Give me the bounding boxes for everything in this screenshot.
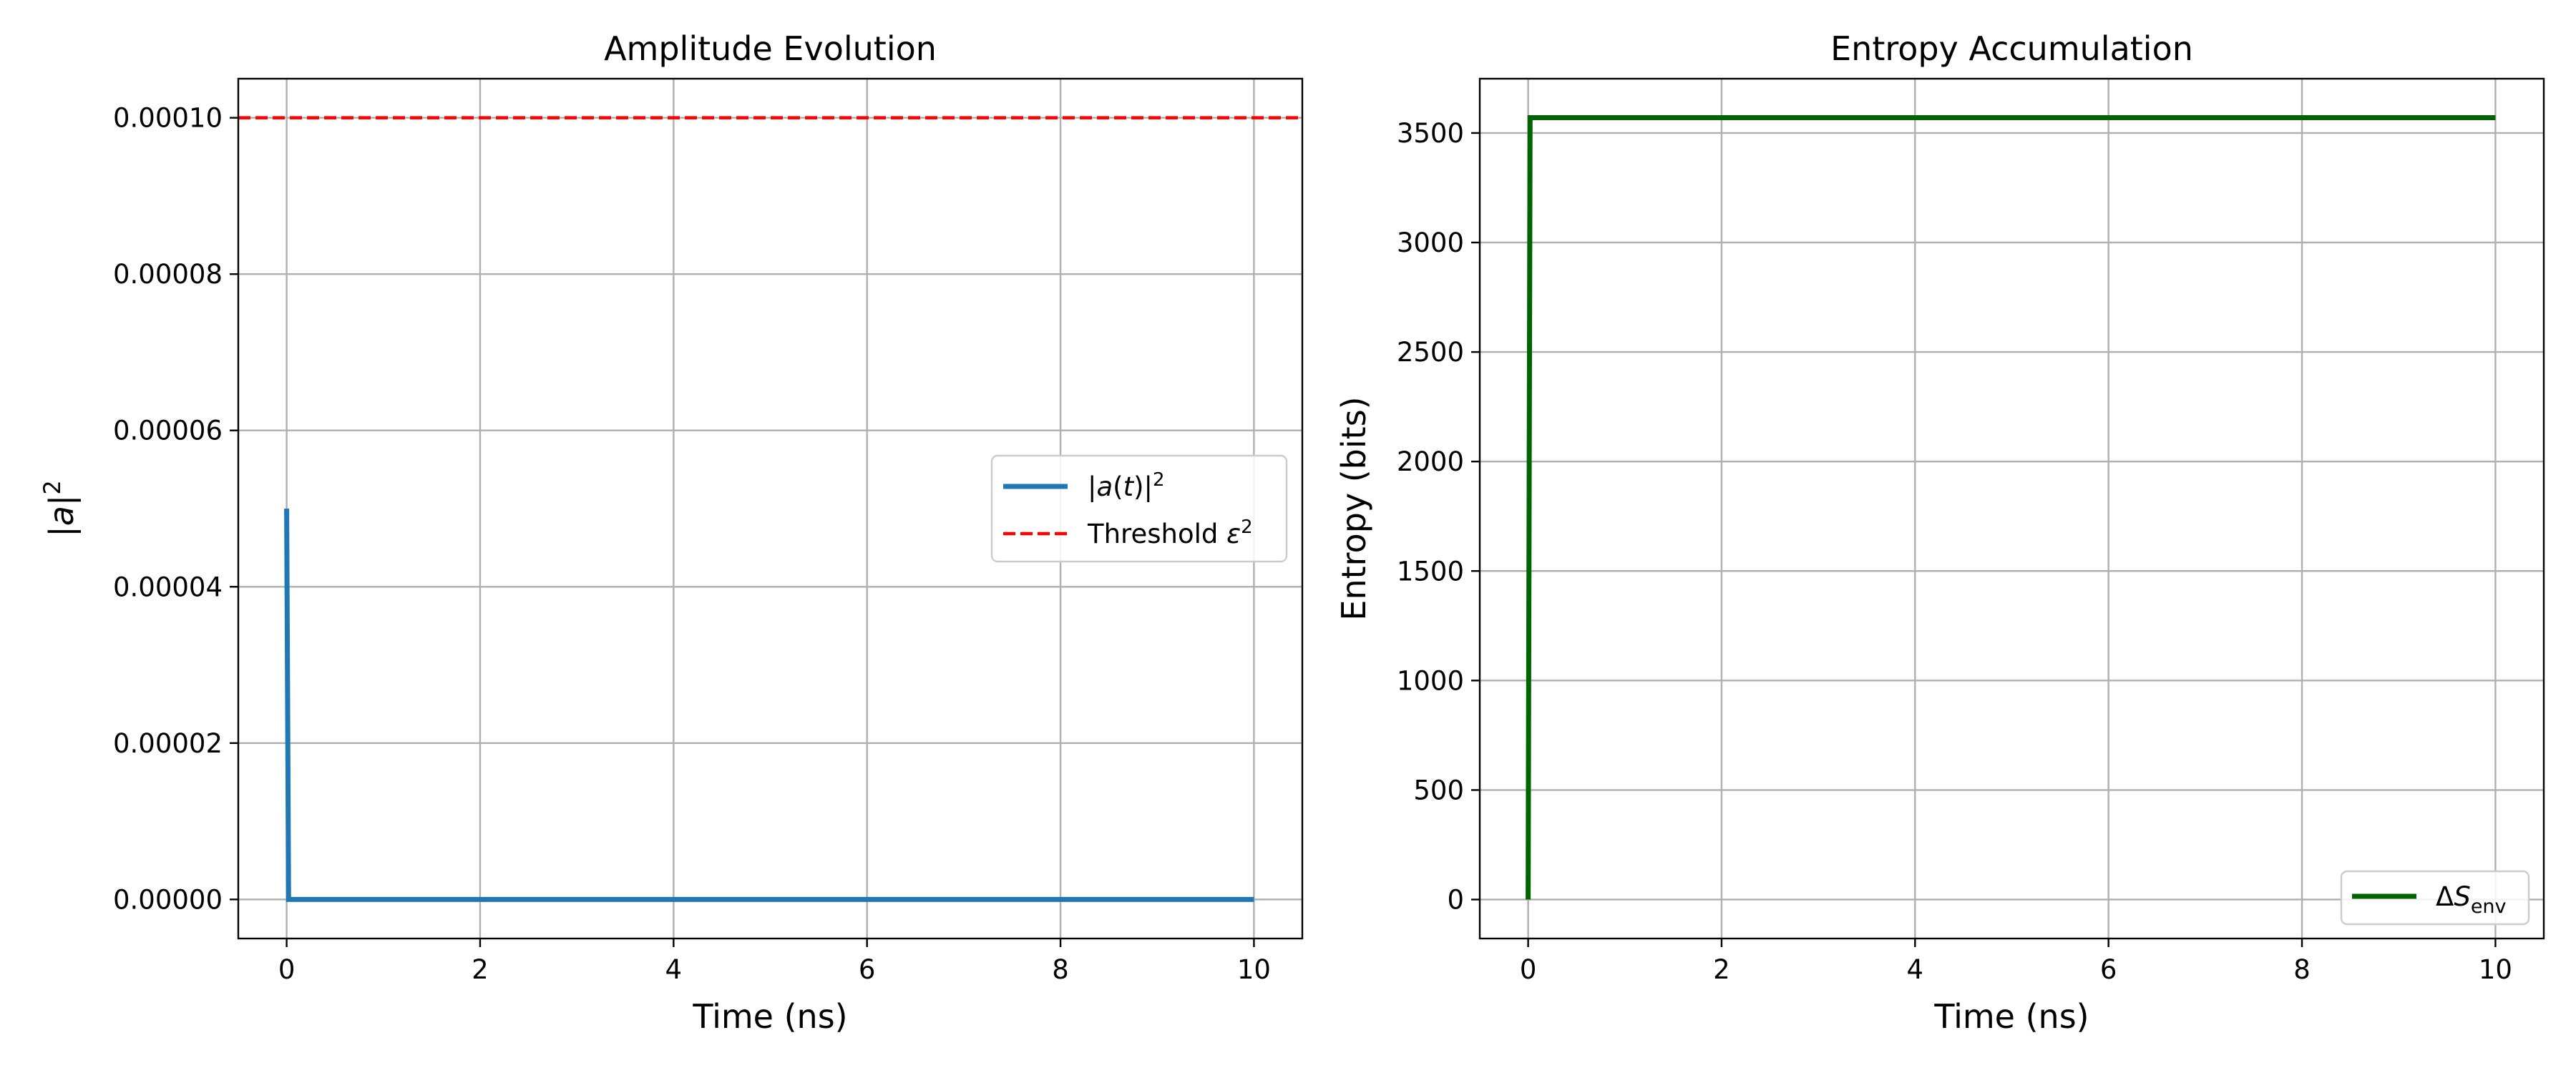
x-tick-label: 0 — [1520, 954, 1537, 985]
axes-frame — [1478, 77, 2545, 940]
x-tick-label: 6 — [859, 954, 876, 985]
x-tick-label: 2 — [472, 954, 489, 985]
y-tick-label: 0.00008 — [113, 259, 223, 290]
y-tick-label: 0.00004 — [113, 572, 223, 602]
x-tick-label: 10 — [2479, 954, 2512, 985]
legend-label-threshold: Threshold ε2 — [1087, 516, 1253, 549]
x-tick-label: 4 — [1907, 954, 1924, 985]
legend-label-entropy: ΔSenv — [2436, 881, 2507, 918]
x-tick-label: 8 — [2293, 954, 2311, 985]
y-tick-label: 3000 — [1397, 227, 1464, 258]
x-tick-label: 6 — [2100, 954, 2117, 985]
x-tick-label: 4 — [665, 954, 683, 985]
y-tick-label: 500 — [1413, 775, 1464, 805]
y-tick-label: 0.00010 — [113, 103, 223, 134]
y-tick-label: 0.00000 — [113, 884, 223, 915]
chart-title: Entropy Accumulation — [1830, 29, 2193, 68]
chart-panel-1: 0 2 4 6 8 10 0.00000 0.00002 0.00004 0.00006 0.000… — [39, 29, 1304, 1036]
y-tick-label: 1500 — [1397, 556, 1464, 587]
y-tick-label: 2000 — [1397, 446, 1464, 477]
y-axis-label: Entropy (bits) — [1335, 396, 1373, 620]
x-axis-label: Time (ns) — [692, 997, 847, 1036]
series-line-1 — [284, 508, 1254, 902]
legend-box — [2340, 870, 2530, 926]
series-line-1 — [1526, 115, 2496, 900]
y-axis-label: |a|2 — [39, 480, 82, 537]
legend: ΔSenv — [2340, 870, 2530, 926]
chart-panel-2: 0 2 4 6 8 10 0 500 1000 1500 2000 2500 3000 3500 Entro… — [1335, 29, 2545, 1036]
y-tick-label: 0.00006 — [113, 416, 223, 446]
x-tick-label: 2 — [1713, 954, 1730, 985]
x-tick-label: 8 — [1052, 954, 1069, 985]
y-tick-label: 1000 — [1397, 665, 1464, 696]
y-tick-label: 3500 — [1397, 118, 1464, 149]
legend-label-amplitude: |a(t)|2 — [1088, 469, 1165, 502]
x-axis-label: Time (ns) — [1933, 997, 2089, 1036]
legend: |a(t)|2 Threshold ε2 — [990, 454, 1288, 563]
axes-frame — [237, 77, 1304, 940]
y-tick-label: 0 — [1447, 885, 1464, 916]
y-tick-label: 2500 — [1397, 337, 1464, 368]
chart-title: Amplitude Evolution — [604, 29, 937, 68]
x-tick-label: 10 — [1237, 954, 1271, 985]
y-tick-label: 0.00002 — [113, 728, 223, 759]
x-tick-label: 0 — [278, 954, 296, 985]
